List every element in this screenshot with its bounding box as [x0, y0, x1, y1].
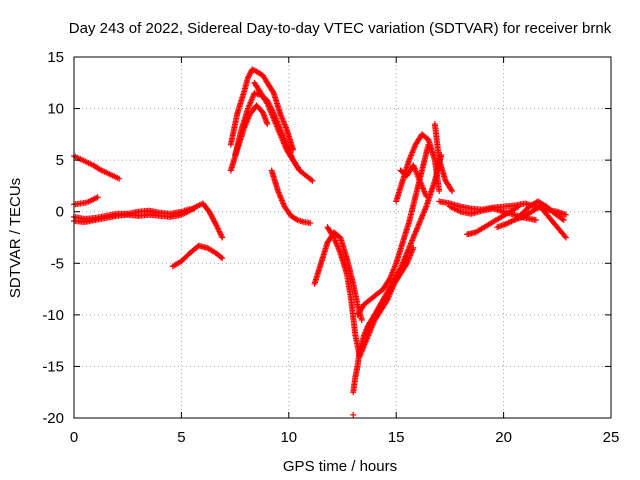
- data-point: [191, 205, 198, 212]
- data-point: [532, 216, 539, 223]
- data-point: [308, 176, 315, 183]
- series-arc-t: [446, 203, 539, 223]
- series-arc-v: [494, 203, 569, 241]
- data-point: [219, 234, 226, 241]
- data-point: [448, 186, 455, 193]
- series-arc-h: [227, 102, 271, 174]
- y-tick-label: 5: [56, 152, 64, 169]
- series-arc-k: [311, 229, 365, 324]
- x-tick-label: 25: [603, 429, 620, 446]
- axis-ticks: [73, 56, 612, 419]
- series-arc-d: [71, 205, 198, 222]
- plot-frame: [73, 56, 612, 419]
- chart-title: Day 243 of 2022, Sidereal Day-to-day VTE…: [69, 20, 612, 37]
- data-point: [559, 216, 566, 223]
- data-point: [116, 175, 123, 182]
- data-point: [560, 216, 567, 223]
- data-point: [307, 220, 314, 227]
- data-point: [219, 255, 226, 262]
- y-tick-label: -20: [42, 410, 64, 427]
- data-point: [436, 188, 443, 195]
- series-arc-i: [268, 167, 314, 227]
- data-point: [350, 411, 357, 418]
- data-point: [269, 88, 276, 95]
- data-point: [562, 234, 569, 241]
- y-tick-label: 10: [47, 101, 64, 118]
- data-point: [423, 193, 430, 200]
- y-axis-label: SDTVAR / TECUs: [7, 178, 24, 298]
- data-point: [94, 194, 101, 201]
- x-tick-labels: 0 5 10 15 20 25: [70, 429, 620, 446]
- y-tick-label: 0: [56, 204, 64, 221]
- y-tick-labels: -20 -15 -10 -5 0 5 10 15: [42, 49, 64, 427]
- series-arc-r: [431, 121, 456, 195]
- series-arc-q: [397, 162, 430, 200]
- data-point: [264, 121, 271, 128]
- data-point: [293, 216, 300, 223]
- x-tick-label: 10: [280, 429, 297, 446]
- series-arc-w: [517, 198, 567, 223]
- data-point: [561, 233, 568, 240]
- x-tick-label: 20: [495, 429, 512, 446]
- y-tick-label: -15: [42, 358, 64, 375]
- series-arc-f: [227, 66, 297, 153]
- x-tick-label: 5: [177, 429, 185, 446]
- series-arc-u: [464, 203, 522, 238]
- data-point: [309, 177, 316, 184]
- data-point: [295, 166, 302, 173]
- x-axis-label: GPS time / hours: [283, 458, 397, 475]
- y-tick-label: 15: [47, 49, 64, 66]
- x-tick-label: 15: [388, 429, 405, 446]
- data-point: [562, 211, 569, 218]
- series-arc-j: [251, 79, 303, 174]
- data-point: [515, 203, 522, 210]
- data-points: [71, 66, 569, 418]
- x-tick-label: 0: [70, 429, 78, 446]
- data-point: [449, 188, 456, 195]
- series-arc-o: [363, 151, 445, 339]
- y-tick-label: -5: [51, 255, 64, 272]
- series-arc-x: [350, 411, 357, 418]
- data-point: [296, 167, 303, 174]
- y-tick-label: -10: [42, 307, 64, 324]
- series-arc-e: [169, 242, 226, 270]
- data-point: [217, 254, 224, 261]
- data-point: [358, 317, 365, 324]
